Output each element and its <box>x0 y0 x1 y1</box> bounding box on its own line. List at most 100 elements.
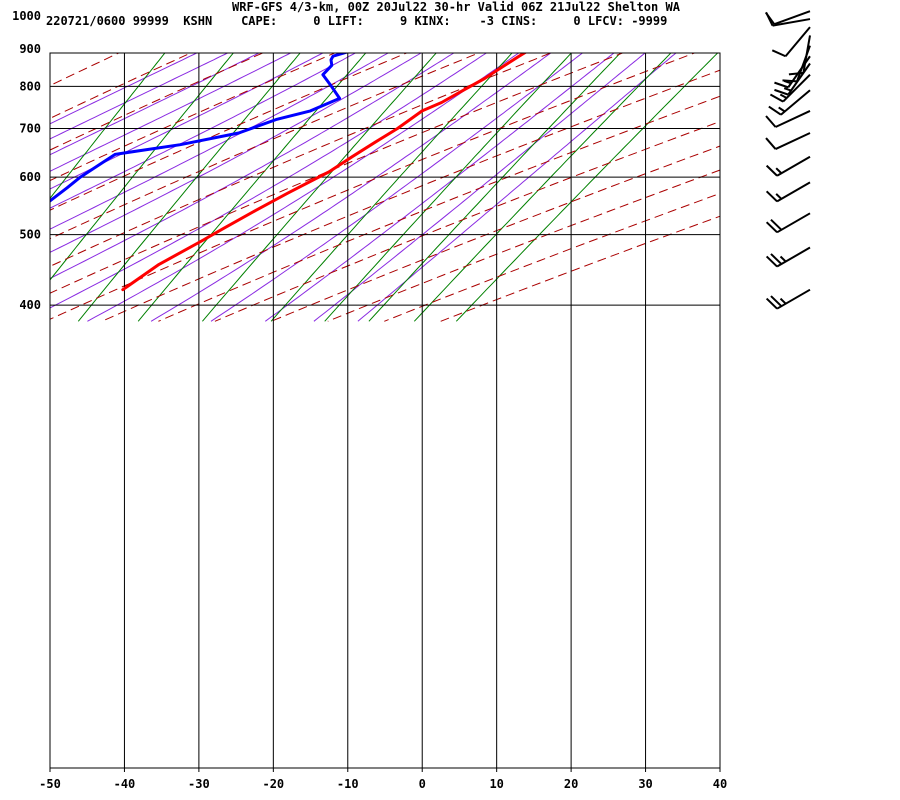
wind-barb <box>769 73 811 103</box>
mixing-ratio-line <box>50 53 235 281</box>
dry-adiabat-line <box>50 53 336 182</box>
y-tick-label: 600 <box>19 170 41 184</box>
dry-adiabat-line <box>50 53 625 294</box>
x-tick-label: 40 <box>713 777 727 791</box>
moist-adiabat-line <box>50 53 261 156</box>
wind-barb-flag <box>771 49 786 58</box>
wind-barb <box>765 132 811 150</box>
moist-adiabats <box>50 53 677 322</box>
moist-adiabat-line <box>357 53 677 322</box>
moist-adiabat-line <box>50 53 324 190</box>
wind-barb-flag <box>764 11 776 25</box>
wind-barb-staff <box>780 89 811 116</box>
moist-adiabat-line <box>50 53 422 253</box>
dry-adiabat-line <box>214 120 720 322</box>
wind-barb-flag <box>769 93 784 103</box>
dry-adiabat-line <box>50 53 553 267</box>
wind-barb <box>774 62 811 96</box>
mixing-ratio-line <box>413 53 672 322</box>
mixing-ratio-line <box>455 53 719 322</box>
wind-barb <box>788 35 811 76</box>
dry-adiabat-line <box>384 192 720 322</box>
wind-barb <box>771 26 811 58</box>
wind-barb-flag <box>774 81 789 89</box>
chart-title: WRF-GFS 4/3-km, 00Z 20Jul22 30-hr Valid … <box>232 0 680 14</box>
dry-adiabat-line <box>50 53 480 240</box>
y-tick-label: 700 <box>19 121 41 135</box>
wind-barb <box>765 288 811 310</box>
wind-barb-half-flag <box>779 93 788 99</box>
x-tick-label: -40 <box>114 777 136 791</box>
moist-adiabat-line <box>50 53 390 230</box>
wind-barb-staff <box>802 35 811 74</box>
moist-adiabat-line <box>50 53 488 309</box>
mixing-ratio-line <box>324 53 573 322</box>
moist-adiabat-line <box>50 53 198 125</box>
wind-barb-flag <box>765 137 777 150</box>
y-tick-label: 500 <box>19 228 41 242</box>
wind-barb-half-flag <box>778 106 786 113</box>
dry-adiabat-line <box>440 215 720 322</box>
mixing-ratio-line <box>77 53 301 322</box>
y-tick-label: 400 <box>19 298 41 312</box>
wind-barb-half-flag <box>779 255 787 263</box>
wind-barb-flag <box>765 297 778 310</box>
wind-barb <box>765 181 811 203</box>
station-indices: 220721/0600 99999 KSHN CAPE: 0 LIFT: 9 K… <box>46 14 668 28</box>
wind-barb <box>765 155 811 177</box>
mixing-ratio-line <box>270 53 513 322</box>
wind-barb-staff <box>775 132 811 150</box>
dry-adiabat-line <box>101 69 720 322</box>
wind-barb-flag <box>765 190 778 203</box>
mixing-ratio-line <box>50 53 166 200</box>
x-tick-label: 20 <box>564 777 578 791</box>
wind-barb-half-flag <box>775 167 783 174</box>
mixing-ratio-line <box>368 53 622 322</box>
plot-frame <box>49 52 721 769</box>
wind-barb <box>764 10 811 26</box>
x-tick-label: 10 <box>489 777 503 791</box>
wind-barb <box>765 110 811 128</box>
moist-adiabat-line <box>264 53 615 322</box>
sounding-profiles <box>50 53 528 292</box>
moist-adiabat-line <box>50 53 292 172</box>
x-tick-label: -10 <box>337 777 359 791</box>
moist-adiabat-line <box>313 53 646 322</box>
plot-area <box>50 53 720 768</box>
dry-adiabat-line <box>50 53 192 119</box>
dry-adiabats <box>50 53 720 322</box>
dry-adiabat-line <box>327 169 720 322</box>
wind-barb <box>765 212 811 234</box>
y-tick-label: 800 <box>19 79 41 93</box>
moist-adiabat-line <box>50 53 229 140</box>
wind-barb-staff <box>776 246 811 268</box>
x-tick-label: 30 <box>638 777 652 791</box>
wind-barb-staff <box>776 288 811 310</box>
wind-barb-flag <box>765 255 778 268</box>
wind-barb-staff <box>776 155 811 177</box>
mixing-ratio-line <box>137 53 367 322</box>
moist-adiabat-line <box>87 53 520 322</box>
wind-barb-half-flag <box>779 297 787 305</box>
wind-barb-half-flag <box>775 193 783 200</box>
y-tick-label: 900 <box>19 42 41 56</box>
dewpoint-profile <box>50 53 350 203</box>
wind-barb-staff <box>773 10 811 26</box>
moist-adiabat-line <box>50 53 357 209</box>
wind-barb <box>768 89 811 116</box>
dry-adiabat-line <box>50 53 264 151</box>
temperature-profile <box>121 53 528 292</box>
dry-adiabat-line <box>50 53 697 320</box>
wind-barb-staff <box>787 55 811 88</box>
dry-adiabat-line <box>271 145 720 322</box>
dry-adiabat-line <box>158 95 720 322</box>
wind-barb-half-flag <box>783 87 792 92</box>
wind-barb-flag <box>782 79 798 83</box>
wind-barb-staff <box>776 212 811 234</box>
wind-barb-flag <box>768 105 782 116</box>
wind-barb-flag <box>765 221 778 234</box>
wind-barb-flag <box>788 71 804 76</box>
wind-barb-staff <box>784 26 811 57</box>
dry-adiabat-line <box>50 53 408 211</box>
